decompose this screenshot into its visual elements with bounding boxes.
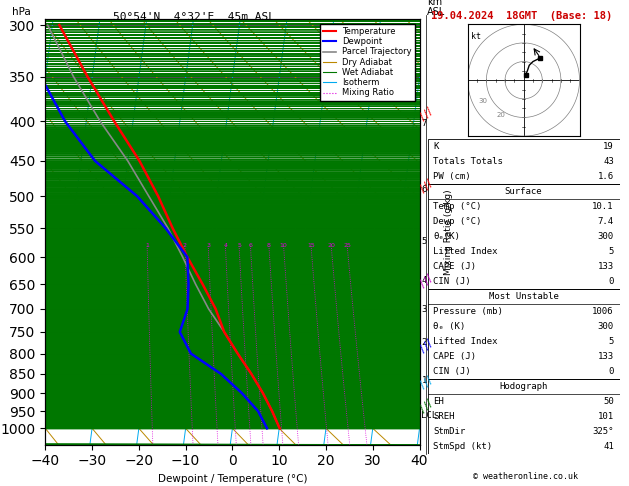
Text: 300: 300	[598, 322, 614, 331]
Text: km
ASL: km ASL	[427, 0, 445, 17]
Text: StmSpd (kt): StmSpd (kt)	[433, 442, 493, 451]
Text: /: /	[425, 374, 436, 385]
Text: 3: 3	[206, 243, 210, 248]
Text: /: /	[425, 106, 436, 117]
Text: 1.6: 1.6	[598, 172, 614, 181]
Text: LCL: LCL	[421, 411, 438, 420]
Text: 10.1: 10.1	[593, 202, 614, 211]
Text: 133: 133	[598, 352, 614, 361]
Text: EH: EH	[433, 397, 444, 406]
Text: CIN (J): CIN (J)	[433, 367, 471, 376]
Text: 50: 50	[603, 397, 614, 406]
Text: 6: 6	[421, 185, 427, 194]
Text: Surface: Surface	[505, 187, 542, 196]
Text: 2: 2	[183, 243, 187, 248]
X-axis label: Dewpoint / Temperature (°C): Dewpoint / Temperature (°C)	[158, 474, 307, 484]
Text: /: /	[421, 109, 432, 120]
Text: /: /	[425, 338, 436, 349]
Text: θₑ (K): θₑ (K)	[433, 322, 465, 331]
Text: 0: 0	[608, 277, 614, 286]
Bar	[428, 379, 620, 454]
Text: /: /	[421, 401, 432, 412]
Text: 3: 3	[421, 305, 427, 314]
Text: /: /	[421, 181, 432, 192]
Text: 2: 2	[421, 338, 427, 347]
Text: Pressure (mb): Pressure (mb)	[433, 307, 503, 316]
Text: 8: 8	[267, 243, 271, 248]
Text: /: /	[425, 178, 436, 189]
Text: 6: 6	[248, 243, 252, 248]
Text: Totals Totals: Totals Totals	[433, 156, 503, 166]
Text: Lifted Index: Lifted Index	[433, 337, 498, 346]
Text: 7: 7	[421, 120, 427, 128]
Text: 5: 5	[421, 237, 427, 246]
Text: /: /	[425, 273, 436, 284]
Text: /: /	[421, 377, 432, 388]
Text: 300: 300	[598, 232, 614, 241]
Text: 5: 5	[237, 243, 241, 248]
Text: 5: 5	[608, 247, 614, 256]
Text: /: /	[421, 276, 432, 287]
Text: StmDir: StmDir	[433, 427, 465, 436]
Text: 4: 4	[421, 277, 427, 285]
Text: 20: 20	[327, 243, 335, 248]
Text: 325°: 325°	[593, 427, 614, 436]
Text: 19: 19	[603, 141, 614, 151]
Text: SREH: SREH	[433, 412, 455, 421]
Bar	[428, 184, 620, 289]
Text: Most Unstable: Most Unstable	[489, 292, 559, 301]
Text: /: /	[417, 112, 428, 123]
Text: 20: 20	[497, 112, 506, 119]
Text: 30: 30	[478, 98, 487, 104]
Text: /: /	[421, 341, 432, 352]
Text: K: K	[433, 141, 439, 151]
Text: /: /	[425, 398, 436, 409]
Text: 4: 4	[223, 243, 228, 248]
Legend: Temperature, Dewpoint, Parcel Trajectory, Dry Adiabat, Wet Adiabat, Isotherm, Mi: Temperature, Dewpoint, Parcel Trajectory…	[320, 24, 415, 101]
Text: 15: 15	[307, 243, 315, 248]
Text: 43: 43	[603, 156, 614, 166]
Text: 7.4: 7.4	[598, 217, 614, 226]
Text: 41: 41	[603, 442, 614, 451]
Text: /: /	[417, 380, 428, 391]
Text: /: /	[417, 404, 428, 415]
Text: 1006: 1006	[593, 307, 614, 316]
Text: θₑ(K): θₑ(K)	[433, 232, 460, 241]
Text: 5: 5	[608, 337, 614, 346]
Text: Hodograph: Hodograph	[499, 382, 548, 391]
Text: 50°54'N  4°32'E  45m ASL: 50°54'N 4°32'E 45m ASL	[113, 12, 276, 22]
Text: PW (cm): PW (cm)	[433, 172, 471, 181]
Text: 1: 1	[421, 376, 427, 385]
Text: Temp (°C): Temp (°C)	[433, 202, 482, 211]
Bar	[428, 289, 620, 379]
Text: 19.04.2024  18GMT  (Base: 18): 19.04.2024 18GMT (Base: 18)	[431, 11, 612, 21]
Text: Mixing Ratio (g/kg): Mixing Ratio (g/kg)	[444, 189, 453, 275]
Text: /: /	[417, 278, 428, 290]
Bar	[428, 139, 620, 184]
Text: 1: 1	[145, 243, 149, 248]
Text: 0: 0	[608, 367, 614, 376]
Text: 25: 25	[343, 243, 351, 248]
Text: /: /	[417, 184, 428, 195]
Text: Lifted Index: Lifted Index	[433, 247, 498, 256]
Text: CIN (J): CIN (J)	[433, 277, 471, 286]
Text: CAPE (J): CAPE (J)	[433, 262, 477, 271]
Text: /: /	[417, 344, 428, 355]
Text: 101: 101	[598, 412, 614, 421]
Text: Dewp (°C): Dewp (°C)	[433, 217, 482, 226]
Text: hPa: hPa	[11, 7, 30, 17]
Text: © weatheronline.co.uk: © weatheronline.co.uk	[473, 472, 577, 481]
Text: CAPE (J): CAPE (J)	[433, 352, 477, 361]
Text: 10: 10	[280, 243, 287, 248]
Text: kt: kt	[472, 32, 481, 41]
Text: 133: 133	[598, 262, 614, 271]
